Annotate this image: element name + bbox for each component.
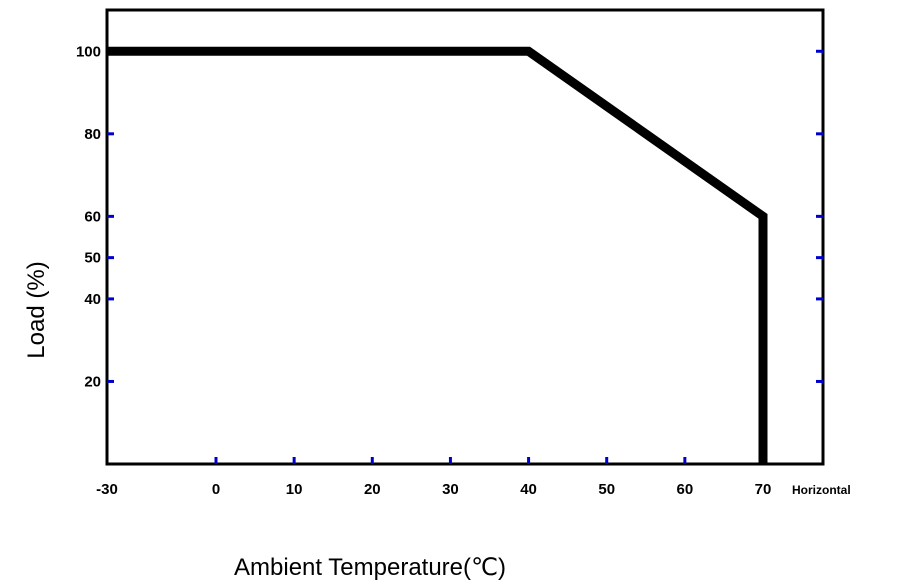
- x-axis-ticks: -30 0 10 20 30 40 50 60 70: [96, 457, 771, 498]
- y-axis-ticks: 20 40 50 60 80 100: [76, 43, 114, 390]
- plot-frame: [105, 8, 825, 466]
- y-tick-label: 20: [84, 373, 101, 390]
- x-tick-label: 60: [677, 481, 694, 498]
- x-tick-label: 10: [286, 481, 303, 498]
- x-tick-label: 30: [442, 481, 459, 498]
- x-tick-label: 0: [212, 481, 220, 498]
- x-tick-label: 20: [364, 481, 381, 498]
- x-axis-note: Horizontal: [792, 483, 851, 497]
- x-tick-label: 50: [598, 481, 615, 498]
- right-axis-ticks: [816, 49, 823, 383]
- y-tick-label: 100: [76, 43, 101, 60]
- y-tick-label: 60: [84, 208, 101, 225]
- y-axis-title: Load (%): [23, 261, 50, 358]
- x-axis-title: Ambient Temperature(℃): [234, 554, 506, 581]
- x-tick-label: 70: [755, 481, 772, 498]
- y-tick-label: 50: [84, 250, 101, 267]
- x-tick-label: 40: [520, 481, 537, 498]
- series-line: [107, 46, 768, 464]
- y-tick-label: 40: [84, 291, 101, 308]
- y-tick-label: 80: [84, 126, 101, 143]
- x-tick-label: -30: [96, 481, 118, 498]
